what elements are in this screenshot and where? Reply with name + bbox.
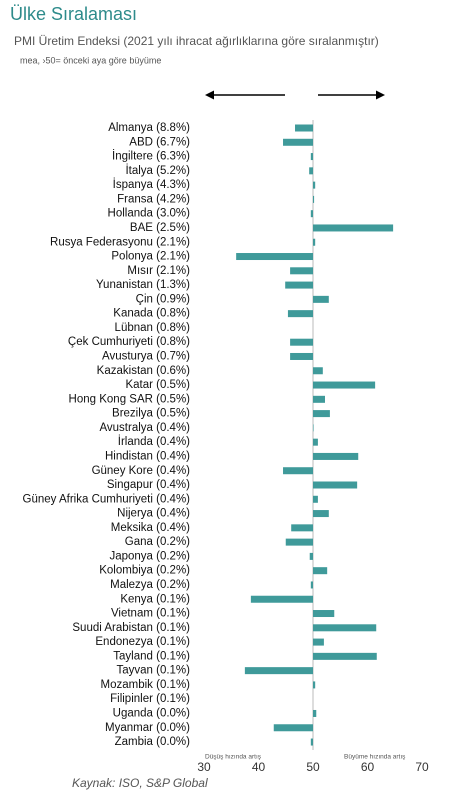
bar: [313, 181, 316, 189]
bar: [309, 552, 313, 560]
y-tick-label: Tayvan (0.1%): [116, 665, 190, 677]
y-tick-label: Güney Kore (0.4%): [92, 465, 191, 477]
bar: [285, 538, 313, 546]
bar: [313, 224, 394, 232]
y-tick-label: Kolombiya (0.2%): [99, 565, 190, 577]
y-tick-label: Hong Kong SAR (0.5%): [69, 393, 191, 405]
x-tick-label: 60: [361, 760, 375, 774]
bar: [313, 624, 377, 632]
y-tick-label: Mısır (2.1%): [127, 265, 190, 277]
y-tick-label: Fransa (4.2%): [117, 193, 190, 205]
bar: [287, 310, 313, 318]
y-tick-label: Uganda (0.0%): [113, 708, 191, 720]
bar: [283, 138, 313, 146]
chart-subtitle: PMI Üretim Endeksi (2021 yılı ihracat ağ…: [14, 34, 379, 48]
bar: [313, 395, 325, 403]
y-tick-label: Lübnan (0.8%): [115, 322, 191, 334]
x-tick-label: 50: [306, 760, 320, 774]
source: Kaynak: ISO, S&P Global: [72, 776, 208, 790]
annotation: Büyüme hızında artış: [344, 754, 406, 761]
bar: [313, 495, 318, 503]
bar: [310, 738, 313, 746]
y-tick-label: Nijerya (0.4%): [117, 508, 190, 520]
bar: [310, 210, 313, 218]
bar: [313, 238, 316, 246]
y-tick-label: Suudi Arabistan (0.1%): [72, 622, 190, 634]
y-tick-label: İngiltere (6.3%): [112, 150, 190, 163]
bar: [244, 667, 313, 675]
bar: [285, 281, 313, 289]
x-tick-label: 30: [197, 760, 211, 774]
bar: [310, 153, 313, 161]
bar: [313, 681, 316, 689]
y-tick-label: Polonya (2.1%): [111, 251, 190, 263]
x-tick-label: 40: [252, 760, 266, 774]
bar: [250, 595, 313, 603]
bar: [236, 253, 313, 261]
y-tick-label: Zambia (0.0%): [115, 736, 191, 748]
y-tick-label: ABD (6.7%): [129, 136, 190, 148]
bar: [313, 510, 329, 518]
bar: [295, 124, 313, 132]
y-tick-label: Kanada (0.8%): [113, 308, 190, 320]
bar: [313, 652, 377, 660]
direction-arrows: [205, 90, 385, 100]
bar: [313, 438, 318, 446]
y-tick-label: Japonya (0.2%): [109, 550, 190, 562]
annotation: Düşüş hızında artış: [205, 754, 262, 761]
bar: [313, 452, 359, 460]
y-tick-label: Güney Afrika Cumhuriyeti (0.4%): [23, 493, 191, 505]
y-tick-label: Kazakistan (0.6%): [97, 365, 190, 377]
bar: [313, 424, 314, 432]
bar: [313, 381, 376, 389]
bar: [310, 581, 313, 589]
y-tick-label: Çek Cumhuriyeti (0.8%): [68, 336, 190, 348]
y-tick-label: Katar (0.5%): [125, 379, 190, 391]
y-tick-label: İrlanda (0.4%): [118, 435, 190, 448]
y-tick-label: Avustralya (0.4%): [99, 422, 190, 434]
bar: [313, 638, 324, 646]
y-tick-label: Avusturya (0.7%): [102, 351, 190, 363]
bar: [273, 724, 313, 732]
y-tick-label: Yunanistan (1.3%): [96, 279, 190, 291]
y-tick-label: Mozambik (0.1%): [101, 679, 191, 691]
y-tick-label: Endonezya (0.1%): [95, 636, 190, 648]
bar: [313, 481, 358, 489]
bar: [290, 352, 313, 360]
y-tick-label: Brezilya (0.5%): [112, 408, 190, 420]
bar: [313, 195, 315, 203]
bar: [313, 367, 323, 375]
bar: [291, 524, 313, 532]
y-tick-label: Rusya Federasyonu (2.1%): [50, 236, 190, 248]
y-tick-label: Hollanda (3.0%): [108, 208, 191, 220]
x-tick-label: 70: [415, 760, 429, 774]
y-tick-label: Singapur (0.4%): [107, 479, 190, 491]
bar: [290, 267, 313, 275]
y-tick-label: Hindistan (0.4%): [105, 450, 190, 462]
y-tick-label: Myanmar (0.0%): [105, 722, 190, 734]
bar: [309, 167, 313, 175]
y-tick-label: Tayland (0.1%): [113, 650, 190, 662]
y-tick-label: Kenya (0.1%): [120, 593, 190, 605]
bar: [313, 295, 329, 303]
chart-title: Ülke Sıralaması: [10, 4, 137, 24]
y-tick-label: İspanya (4.3%): [113, 178, 191, 191]
bar: [313, 709, 317, 717]
bar: [313, 610, 335, 618]
bar: [313, 410, 330, 418]
y-tick-label: Meksika (0.4%): [111, 522, 190, 534]
y-tick-label: İtalya (5.2%): [125, 164, 190, 177]
y-tick-label: Gana (0.2%): [125, 536, 190, 548]
y-tick-label: Almanya (8.8%): [108, 122, 190, 134]
y-tick-label: Çin (0.9%): [136, 293, 190, 305]
y-tick-label: Vietnam (0.1%): [111, 608, 190, 620]
bar: [313, 567, 328, 575]
bar: [290, 338, 313, 346]
y-tick-label: Filipinler (0.1%): [110, 693, 190, 705]
y-tick-label: Malezya (0.2%): [110, 579, 190, 591]
y-tick-label: BAE (2.5%): [130, 222, 190, 234]
chart-note: mea, ›50= önceki aya göre büyüme: [20, 55, 161, 65]
bar: [283, 467, 313, 475]
